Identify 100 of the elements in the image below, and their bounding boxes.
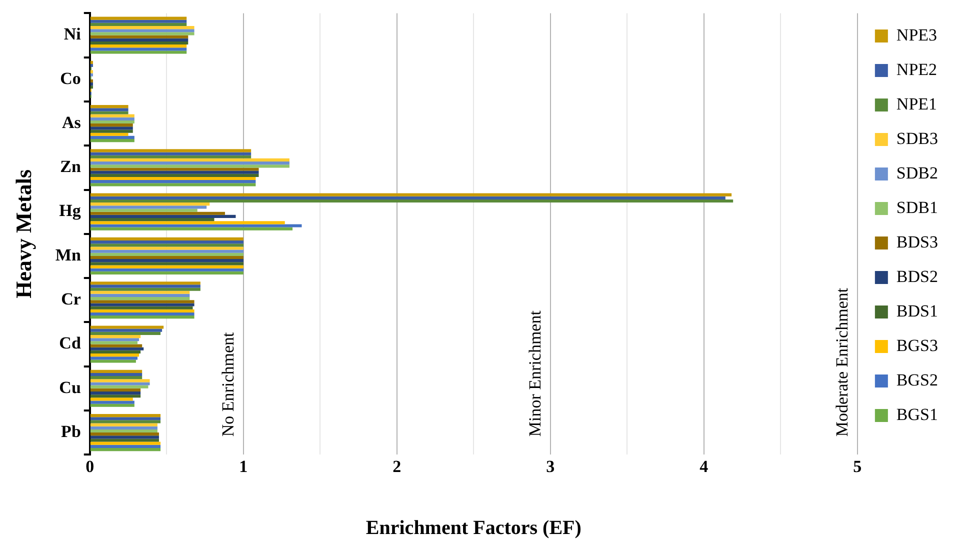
bar — [90, 105, 128, 108]
bar — [90, 271, 244, 275]
bar — [90, 265, 244, 268]
bar — [90, 370, 142, 373]
bar — [90, 284, 200, 288]
legend-label: BDS3 — [896, 232, 938, 252]
bar — [90, 436, 159, 439]
legend-label: BDS2 — [896, 266, 938, 286]
y-tick-label: Cd — [59, 334, 82, 353]
bar — [90, 212, 225, 215]
bar — [90, 86, 93, 89]
bar — [90, 414, 161, 418]
bar — [90, 162, 290, 165]
bar — [90, 398, 133, 401]
bar — [90, 303, 194, 306]
bar — [90, 214, 236, 218]
bar — [90, 126, 133, 130]
bar — [90, 44, 187, 48]
bar — [90, 344, 142, 348]
bar — [90, 193, 732, 196]
bar — [90, 448, 161, 452]
bar — [90, 347, 144, 350]
legend-label: BGS3 — [896, 336, 938, 355]
bar — [90, 429, 158, 433]
bar — [90, 206, 207, 209]
bar — [90, 341, 138, 344]
bar — [90, 376, 142, 380]
legend-label: BGS2 — [896, 370, 938, 390]
bar — [90, 180, 256, 184]
x-tick-label: 5 — [853, 457, 862, 476]
legend-label: BGS1 — [896, 404, 938, 424]
bar — [90, 354, 140, 357]
bar — [90, 350, 141, 354]
bar — [90, 290, 190, 294]
y-tick-label: Zn — [60, 157, 82, 176]
bar — [90, 391, 141, 395]
bar — [90, 237, 244, 241]
bar — [90, 372, 142, 376]
bar — [90, 73, 93, 76]
bar — [90, 35, 188, 38]
bar — [90, 262, 244, 266]
bar — [90, 120, 134, 124]
bar — [90, 16, 187, 20]
bar — [90, 300, 194, 304]
bar — [90, 32, 194, 36]
bar — [90, 268, 244, 272]
bar — [90, 124, 133, 127]
annotation: Moderate Enrichment — [832, 288, 852, 437]
bar — [90, 132, 128, 136]
x-tick-label: 4 — [700, 457, 709, 476]
bar — [90, 196, 726, 200]
bar — [90, 155, 252, 158]
bar — [90, 108, 128, 112]
bar — [90, 294, 190, 298]
bar — [90, 338, 140, 342]
bar — [90, 176, 256, 180]
y-tick-label: As — [62, 112, 82, 132]
bar — [90, 250, 244, 253]
y-tick-label: Cu — [59, 378, 81, 397]
bar — [90, 202, 210, 206]
bar — [90, 444, 161, 448]
bar — [90, 114, 134, 118]
bar — [90, 130, 133, 133]
bar — [90, 388, 141, 392]
bar — [90, 306, 193, 310]
bar — [90, 174, 259, 177]
bar — [90, 256, 244, 260]
bar — [90, 316, 194, 319]
bar — [90, 60, 93, 64]
bar — [90, 26, 194, 30]
bar — [90, 385, 148, 388]
bar — [90, 326, 164, 329]
bar — [90, 417, 161, 420]
x-axis-title: Enrichment Factors (EF) — [366, 517, 582, 540]
bar — [90, 41, 188, 45]
bar — [90, 38, 188, 42]
y-tick-label: Cr — [61, 290, 82, 308]
bar — [90, 50, 187, 54]
bar — [90, 328, 162, 332]
legend-label: SDB3 — [896, 128, 938, 148]
legend-label: NPE3 — [896, 25, 938, 44]
y-axis-title: Heavy Metals — [10, 169, 36, 298]
bar — [90, 79, 93, 82]
bar — [90, 136, 134, 139]
bar — [90, 218, 214, 222]
bar — [90, 22, 187, 26]
bar — [90, 356, 138, 360]
x-tick-label: 1 — [239, 457, 248, 476]
bar — [90, 442, 161, 445]
x-tick-label: 3 — [546, 457, 555, 476]
annotation: No Enrichment — [218, 332, 238, 437]
bar — [90, 170, 259, 174]
bar — [90, 168, 259, 171]
bar — [90, 360, 136, 363]
bar — [90, 20, 187, 23]
y-tick-label: Ni — [64, 24, 82, 44]
bar — [90, 240, 244, 244]
bar — [90, 382, 150, 386]
bar — [90, 82, 93, 86]
bar — [90, 117, 134, 120]
